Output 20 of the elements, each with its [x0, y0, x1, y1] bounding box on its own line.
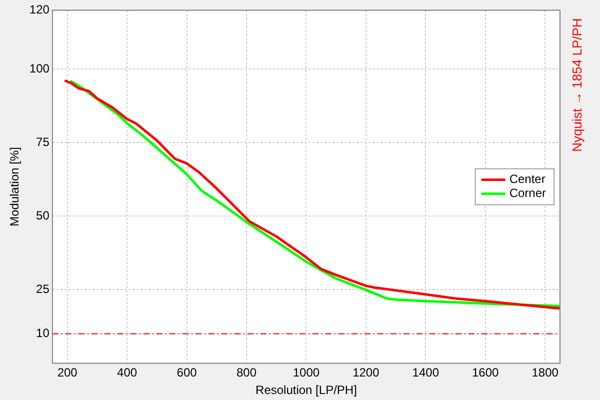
- y-tick-label: 100: [29, 61, 50, 76]
- text: Nyquist → 1854 LP/PH: [570, 18, 585, 152]
- legend-label: Center: [509, 172, 546, 186]
- x-tick-label: 1000: [292, 366, 320, 380]
- y-tick-label: 120: [29, 2, 50, 17]
- y-tick-label: 25: [36, 282, 50, 296]
- x-tick-label: 1400: [412, 366, 440, 380]
- y-axis-title: Modulation [%]: [8, 147, 22, 226]
- y-tick-label: 10: [36, 326, 50, 340]
- x-tick-label: 1800: [532, 366, 559, 380]
- x-tick-label: 800: [236, 366, 257, 380]
- y-tick-label: 75: [36, 134, 50, 149]
- x-tick-label: 1600: [472, 366, 500, 380]
- legend-label: Corner: [509, 186, 546, 200]
- x-tick-label: 400: [117, 366, 138, 380]
- x-tick-label: 1200: [352, 366, 380, 380]
- y-tick-label: 50: [36, 208, 50, 222]
- x-tick-label: 200: [57, 366, 78, 380]
- x-tick-label: 600: [176, 366, 198, 380]
- x-axis-title: Resolution [LP/PH]: [256, 383, 357, 398]
